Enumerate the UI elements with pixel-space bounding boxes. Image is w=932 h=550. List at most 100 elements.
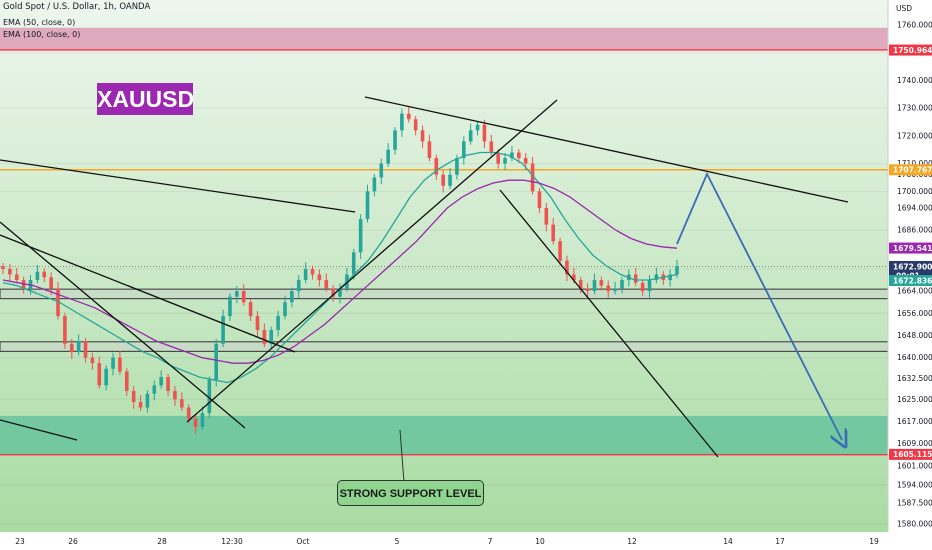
axis-currency: USD xyxy=(896,4,912,13)
candle-body xyxy=(317,274,322,281)
candles xyxy=(1,107,679,434)
candle-body xyxy=(413,119,418,131)
price-tick-label: 1656.000 xyxy=(897,309,932,318)
chart-title: Gold Spot / U.S. Dollar, 1h, OANDA xyxy=(3,2,151,12)
candle-body xyxy=(296,280,301,292)
candle-body xyxy=(14,274,19,281)
candle-body xyxy=(475,124,480,131)
candle-body xyxy=(365,191,370,220)
price-axis: USD 1580.000 1587.500 1594.000 1601.000 1609.… xyxy=(887,0,932,532)
candle-body xyxy=(572,274,576,281)
candle-body xyxy=(427,141,432,159)
candle-body xyxy=(180,399,184,408)
price-tag-label: 1605.115 xyxy=(893,450,932,459)
price-tag-label: 1679.541 xyxy=(893,244,932,253)
candle-body xyxy=(173,390,177,400)
candle-body xyxy=(668,274,672,281)
candle-body xyxy=(358,219,363,253)
candle-body xyxy=(193,418,198,427)
candle-body xyxy=(441,174,445,186)
ema100-legend[interactable]: EMA (100, close, 0) xyxy=(3,30,81,39)
candle-body xyxy=(420,130,425,142)
candle-body xyxy=(434,158,439,175)
time-tick-label: 12:30 xyxy=(221,537,243,546)
price-tick-label: 1694.000 xyxy=(897,203,932,212)
candle-body xyxy=(640,282,645,292)
candle-body xyxy=(523,158,528,164)
candle-body xyxy=(324,280,329,289)
time-tick-label: 19 xyxy=(869,537,879,546)
candle-body xyxy=(592,280,597,292)
candle-body xyxy=(111,357,115,369)
price-tick-label: 1664.000 xyxy=(897,287,932,296)
price-tag-label: 1672.900 xyxy=(893,262,932,271)
candle-body xyxy=(400,113,404,131)
candle-body xyxy=(276,316,280,330)
trend-line xyxy=(186,99,558,423)
candle-body xyxy=(372,177,377,192)
candle-body xyxy=(455,158,459,175)
candle-body xyxy=(42,271,47,278)
time-tick-label: 14 xyxy=(723,537,733,546)
candle-body xyxy=(599,280,604,286)
candle-body xyxy=(214,343,219,380)
price-tick-label: 1617.000 xyxy=(897,417,932,426)
candle-body xyxy=(461,141,466,159)
trend-line xyxy=(499,189,719,458)
trend-line xyxy=(0,221,246,429)
ema50-legend[interactable]: EMA (50, close, 0) xyxy=(3,18,76,27)
candle-body xyxy=(654,274,659,281)
candle-body xyxy=(530,163,535,192)
price-tick-label: 1648.000 xyxy=(897,331,932,340)
candle-body xyxy=(35,271,40,281)
time-tick-label: 28 xyxy=(157,537,167,546)
candle-body xyxy=(647,280,652,292)
projection-arrow xyxy=(676,171,842,440)
time-tick-label: 5 xyxy=(395,537,400,546)
candle-body xyxy=(49,277,53,289)
price-tick-label: 1594.000 xyxy=(897,481,932,490)
candle-body xyxy=(393,130,397,150)
price-tag-label: 1672.836 xyxy=(893,276,932,285)
time-tick-label: 7 xyxy=(488,537,493,546)
candle-body xyxy=(331,288,335,297)
candle-body xyxy=(351,252,356,275)
candle-body xyxy=(303,268,308,281)
time-tick-label: 23 xyxy=(15,537,25,546)
price-tag-label: 1750.964 xyxy=(893,46,932,55)
candle-body xyxy=(118,357,122,372)
resistance-zone xyxy=(0,27,888,50)
price-tag xyxy=(889,242,932,254)
zones xyxy=(0,27,889,456)
candle-body xyxy=(606,285,611,292)
time-axis-background xyxy=(0,532,888,550)
candle-body xyxy=(544,207,549,225)
candle-body xyxy=(255,316,260,330)
candle-body xyxy=(379,163,384,178)
time-tick-label: 26 xyxy=(68,537,78,546)
candle-body xyxy=(8,268,12,275)
time-axis: 23 26 28 12:30 Oct 5 7 10 12 14 17 19 xyxy=(15,537,879,546)
price-tag-label: 1707.767 xyxy=(893,166,932,175)
candle-body xyxy=(159,377,163,386)
candle-body xyxy=(633,274,638,283)
support-zone xyxy=(0,415,888,455)
price-tick-label: 1625.000 xyxy=(897,395,932,404)
price-tick-label: 1730.000 xyxy=(897,104,932,113)
candle-body xyxy=(207,379,212,414)
candle-body xyxy=(489,141,494,153)
candle-body xyxy=(565,260,569,275)
candle-body xyxy=(613,288,617,292)
support-callout: STRONG SUPPORT LEVEL xyxy=(337,480,484,506)
candle-body xyxy=(186,407,191,419)
candle-body xyxy=(482,124,487,142)
candle-body xyxy=(269,329,274,344)
candle-body xyxy=(200,413,205,427)
trend-line xyxy=(0,234,296,353)
consolidation-box xyxy=(0,288,889,300)
candle-body xyxy=(248,302,253,317)
candle-body xyxy=(241,291,246,303)
price-tick-label: 1710.000 xyxy=(897,159,932,168)
